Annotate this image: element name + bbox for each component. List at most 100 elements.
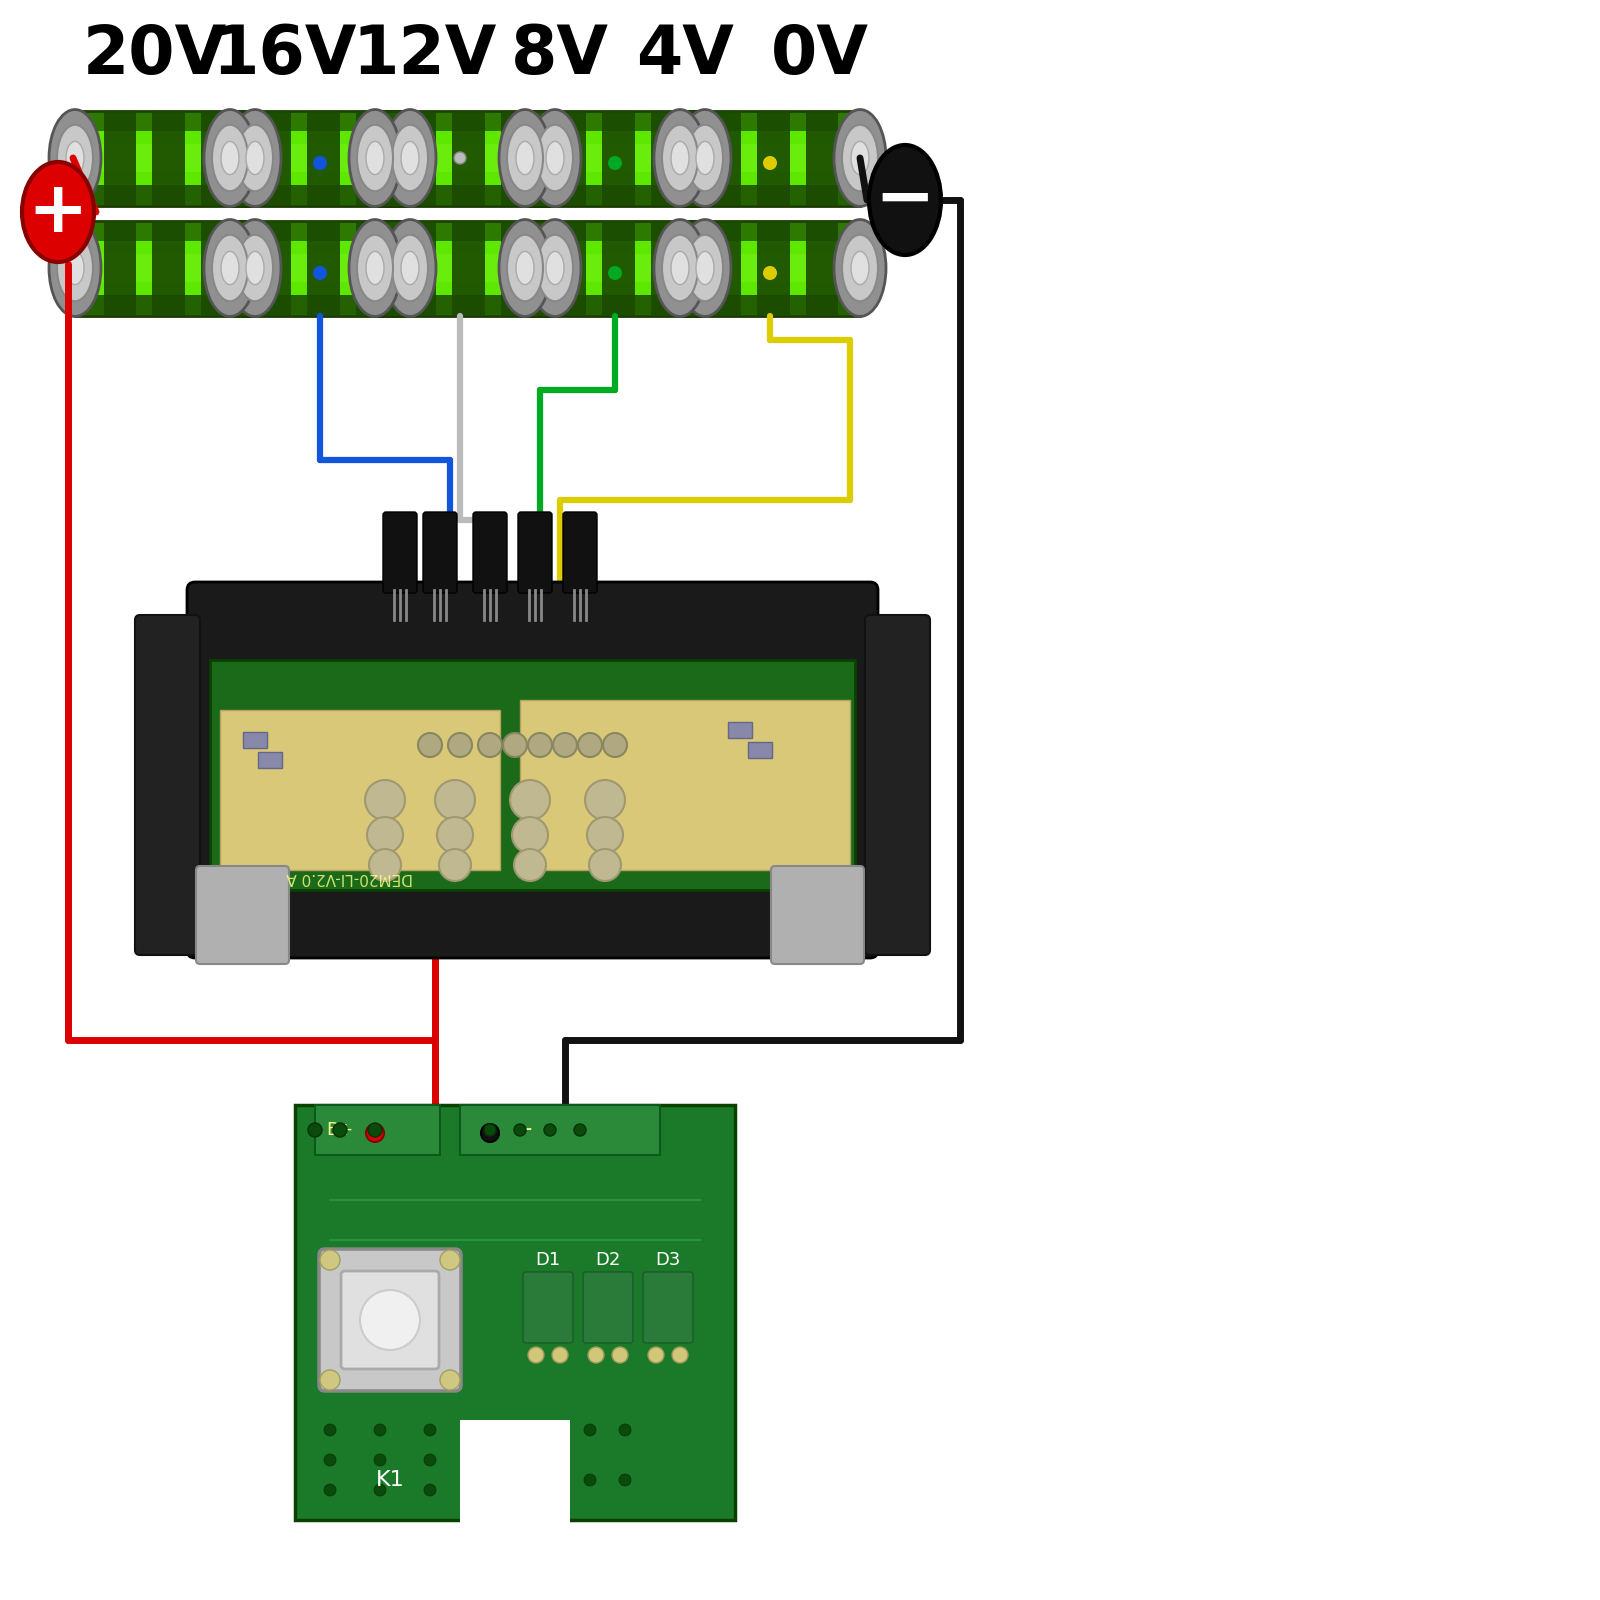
Ellipse shape (670, 141, 690, 174)
Text: B+: B+ (326, 1122, 354, 1139)
FancyBboxPatch shape (221, 710, 499, 870)
Bar (230, 110, 410, 131)
Ellipse shape (392, 235, 429, 301)
Bar (374, 144, 555, 173)
Circle shape (578, 733, 602, 757)
Bar (210, 659, 854, 890)
Bar (202, 110, 234, 205)
Circle shape (589, 850, 621, 882)
Bar (152, 221, 186, 315)
FancyBboxPatch shape (258, 752, 282, 768)
Ellipse shape (654, 219, 706, 317)
Bar (709, 221, 741, 315)
Bar (651, 221, 683, 315)
Bar (75, 144, 254, 173)
Ellipse shape (696, 141, 714, 174)
Bar (75, 110, 254, 131)
Bar (453, 110, 485, 205)
Bar (554, 221, 586, 315)
Bar (461, 1421, 570, 1530)
Ellipse shape (851, 251, 869, 285)
Text: −: − (517, 1120, 534, 1139)
Ellipse shape (402, 251, 419, 285)
FancyBboxPatch shape (341, 1270, 438, 1370)
Bar (104, 110, 136, 205)
Circle shape (370, 850, 402, 882)
Circle shape (603, 733, 627, 757)
FancyBboxPatch shape (525, 110, 706, 205)
Ellipse shape (654, 109, 706, 206)
Bar (259, 110, 291, 205)
Ellipse shape (670, 251, 690, 285)
FancyBboxPatch shape (374, 110, 555, 205)
Bar (525, 184, 706, 205)
Ellipse shape (357, 235, 394, 301)
Ellipse shape (246, 251, 264, 285)
Ellipse shape (66, 141, 83, 174)
FancyBboxPatch shape (680, 221, 861, 315)
Ellipse shape (530, 219, 581, 317)
Circle shape (320, 1370, 339, 1390)
Text: 0V: 0V (771, 22, 869, 88)
Bar (806, 110, 838, 205)
Circle shape (482, 1123, 499, 1142)
FancyBboxPatch shape (523, 1272, 573, 1342)
FancyBboxPatch shape (749, 742, 771, 758)
Circle shape (314, 157, 326, 170)
Bar (525, 110, 706, 131)
Circle shape (374, 1485, 386, 1496)
FancyBboxPatch shape (318, 1250, 461, 1390)
FancyBboxPatch shape (518, 512, 552, 594)
FancyBboxPatch shape (866, 614, 930, 955)
Circle shape (514, 850, 546, 882)
Ellipse shape (686, 125, 723, 192)
Bar (374, 294, 555, 315)
FancyBboxPatch shape (195, 866, 290, 963)
Ellipse shape (50, 109, 101, 206)
Circle shape (586, 781, 626, 819)
Ellipse shape (237, 125, 274, 192)
Circle shape (307, 1123, 322, 1138)
Circle shape (544, 1123, 557, 1136)
Circle shape (437, 818, 474, 853)
Bar (75, 221, 254, 242)
Ellipse shape (366, 141, 384, 174)
Bar (403, 221, 437, 315)
Ellipse shape (357, 125, 394, 192)
Ellipse shape (237, 235, 274, 301)
Ellipse shape (842, 235, 878, 301)
Circle shape (528, 733, 552, 757)
Circle shape (424, 1485, 435, 1496)
Bar (453, 221, 485, 315)
Ellipse shape (842, 125, 878, 192)
Bar (525, 294, 706, 315)
Bar (806, 221, 838, 315)
Ellipse shape (50, 219, 101, 317)
Circle shape (574, 1123, 586, 1136)
Ellipse shape (246, 141, 264, 174)
Bar (230, 184, 410, 205)
FancyBboxPatch shape (474, 512, 507, 594)
Ellipse shape (384, 219, 435, 317)
Ellipse shape (507, 235, 542, 301)
Circle shape (763, 266, 778, 280)
Ellipse shape (205, 219, 256, 317)
Ellipse shape (851, 141, 869, 174)
Ellipse shape (221, 251, 238, 285)
Bar (230, 294, 410, 315)
Text: +: + (27, 178, 88, 246)
Circle shape (510, 781, 550, 819)
FancyBboxPatch shape (771, 866, 864, 963)
Circle shape (608, 157, 622, 170)
Bar (374, 184, 555, 205)
Text: DEM20-LI-V2.0 A: DEM20-LI-V2.0 A (286, 870, 413, 885)
Circle shape (611, 1347, 627, 1363)
Ellipse shape (834, 219, 886, 317)
Circle shape (672, 1347, 688, 1363)
Ellipse shape (392, 125, 429, 192)
Bar (307, 221, 339, 315)
Ellipse shape (384, 109, 435, 206)
Ellipse shape (366, 251, 384, 285)
Bar (104, 221, 136, 315)
Text: −: − (875, 165, 936, 235)
